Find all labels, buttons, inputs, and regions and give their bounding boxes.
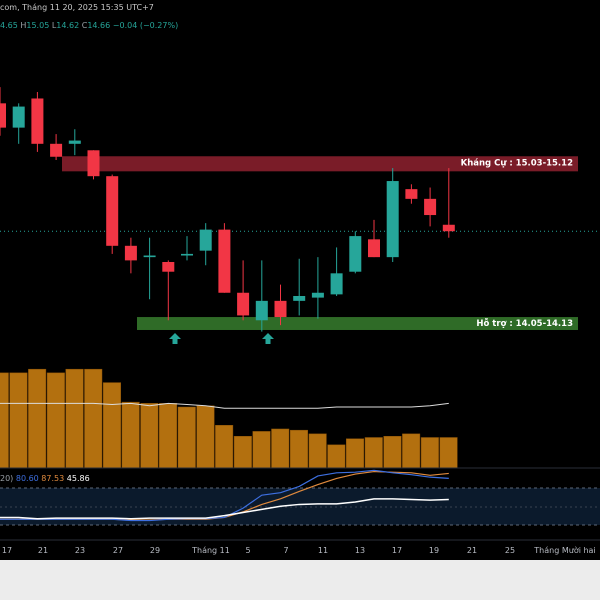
x-axis-tick-label: 5 — [245, 546, 250, 555]
ohlc-value: −0.04 (−0.27%) — [110, 21, 178, 30]
x-axis: 17 21 23 27 29 Tháng 11 5 7 11 13 17 19 21 25 Tháng Mư… — [2, 545, 596, 555]
candle-body[interactable] — [349, 236, 362, 272]
indicator-legend-value: 80.60 — [13, 474, 38, 483]
volume-bar — [177, 406, 196, 469]
support-zone[interactable] — [137, 317, 578, 330]
volume-bar — [402, 433, 421, 469]
volume-series — [0, 368, 458, 469]
volume-bar — [84, 368, 103, 469]
x-axis-tick-label: 21 — [38, 546, 48, 555]
ohlc-value: 15.05 — [26, 21, 49, 30]
x-axis-tick-label: Tháng 11 — [191, 546, 230, 555]
volume-bar — [65, 368, 84, 469]
x-axis-tick-label: 11 — [318, 546, 328, 555]
volume-bar — [420, 437, 439, 469]
volume-bar — [346, 438, 365, 469]
candle-body[interactable] — [181, 253, 193, 256]
volume-bar — [28, 368, 47, 469]
candle-body[interactable] — [405, 189, 418, 199]
volume-bar — [364, 437, 383, 469]
candle-body[interactable] — [162, 261, 175, 272]
volume-bar — [102, 382, 121, 469]
bottom-toolbar — [0, 560, 600, 600]
ohlc-value: 14.62 — [56, 21, 79, 30]
x-axis-tick-label: 7 — [283, 546, 288, 555]
volume-bar — [140, 403, 159, 469]
candle-body[interactable] — [386, 181, 399, 258]
candle-body[interactable] — [218, 229, 231, 293]
volume-bar — [439, 437, 458, 469]
chart-title: com, Tháng 11 20, 2025 15:35 UTC+7 — [0, 3, 154, 12]
volume-bar — [383, 436, 402, 469]
indicator-legend-value: 20) — [0, 474, 13, 483]
resistance-zone-label: Kháng Cự : 15.03-15.12 — [461, 158, 573, 168]
ohlc-value: C — [79, 21, 88, 30]
indicator-legend-value: 45.86 — [64, 474, 89, 483]
candle-body[interactable] — [124, 245, 137, 261]
candle-body[interactable] — [87, 150, 100, 177]
volume-bar — [271, 428, 290, 469]
ohlc-value: 14.66 — [87, 21, 110, 30]
candle-body[interactable] — [368, 239, 380, 258]
x-axis-tick-label: 23 — [75, 546, 85, 555]
candle-body[interactable] — [255, 300, 268, 321]
x-axis-tick-label: 25 — [505, 546, 515, 555]
x-axis-tick-label: 27 — [113, 546, 123, 555]
candle-body[interactable] — [237, 292, 250, 316]
candle-body[interactable] — [0, 103, 6, 128]
candle-body[interactable] — [293, 295, 306, 301]
candlestick-series — [0, 87, 455, 332]
volume-bar — [308, 433, 327, 469]
candle-body[interactable] — [68, 140, 81, 144]
indicator-third-line — [0, 498, 449, 520]
volume-ma-line — [0, 402, 449, 409]
volume-bar — [233, 436, 252, 469]
volume-bar — [215, 425, 234, 469]
candle-body[interactable] — [199, 229, 212, 251]
support-zone-label: Hỗ trợ : 14.05-14.13 — [476, 318, 573, 329]
x-axis-tick-label: Tháng Mười hai — [533, 545, 595, 555]
candle-body[interactable] — [12, 106, 25, 128]
resistance-zone[interactable] — [62, 156, 578, 172]
x-axis-tick-label: 13 — [355, 546, 365, 555]
ohlc-readout: 4.65 H15.05 L14.62 C14.66 −0.04 (−0.27%) — [0, 21, 178, 30]
ohlc-value: H — [18, 21, 27, 30]
volume-bar — [159, 403, 178, 469]
candle-body[interactable] — [424, 198, 437, 216]
volume-bar — [289, 429, 308, 469]
indicator-legend: 20) 80.60 87.53 45.86 — [0, 474, 90, 483]
x-axis-tick-label: 29 — [150, 546, 160, 555]
volume-bar — [9, 372, 28, 469]
volume-bar — [121, 401, 140, 469]
volume-bar — [327, 444, 346, 469]
candle-body[interactable] — [31, 98, 44, 144]
candle-body[interactable] — [106, 176, 119, 246]
candle-body[interactable] — [143, 255, 156, 258]
ohlc-value: L — [49, 21, 57, 30]
candle-body[interactable] — [311, 292, 324, 298]
x-axis-tick-label: 19 — [429, 546, 439, 555]
x-axis-tick-label: 21 — [467, 546, 477, 555]
candle-body[interactable] — [330, 273, 343, 295]
volume-bar — [0, 372, 9, 469]
candle-body[interactable] — [274, 300, 287, 318]
volume-bar — [252, 431, 271, 469]
up-arrow-icon — [262, 333, 274, 344]
indicator-k-line — [0, 469, 449, 522]
ohlc-value: 4.65 — [0, 21, 18, 30]
volume-bar — [196, 405, 215, 469]
candle-body[interactable] — [50, 143, 63, 157]
volume-bar — [46, 372, 65, 469]
x-axis-tick-label: 17 — [2, 546, 12, 555]
x-axis-tick-label: 17 — [392, 546, 402, 555]
indicator-legend-value: 87.53 — [39, 474, 64, 483]
up-arrow-icon — [169, 333, 181, 344]
candle-body[interactable] — [442, 224, 455, 232]
